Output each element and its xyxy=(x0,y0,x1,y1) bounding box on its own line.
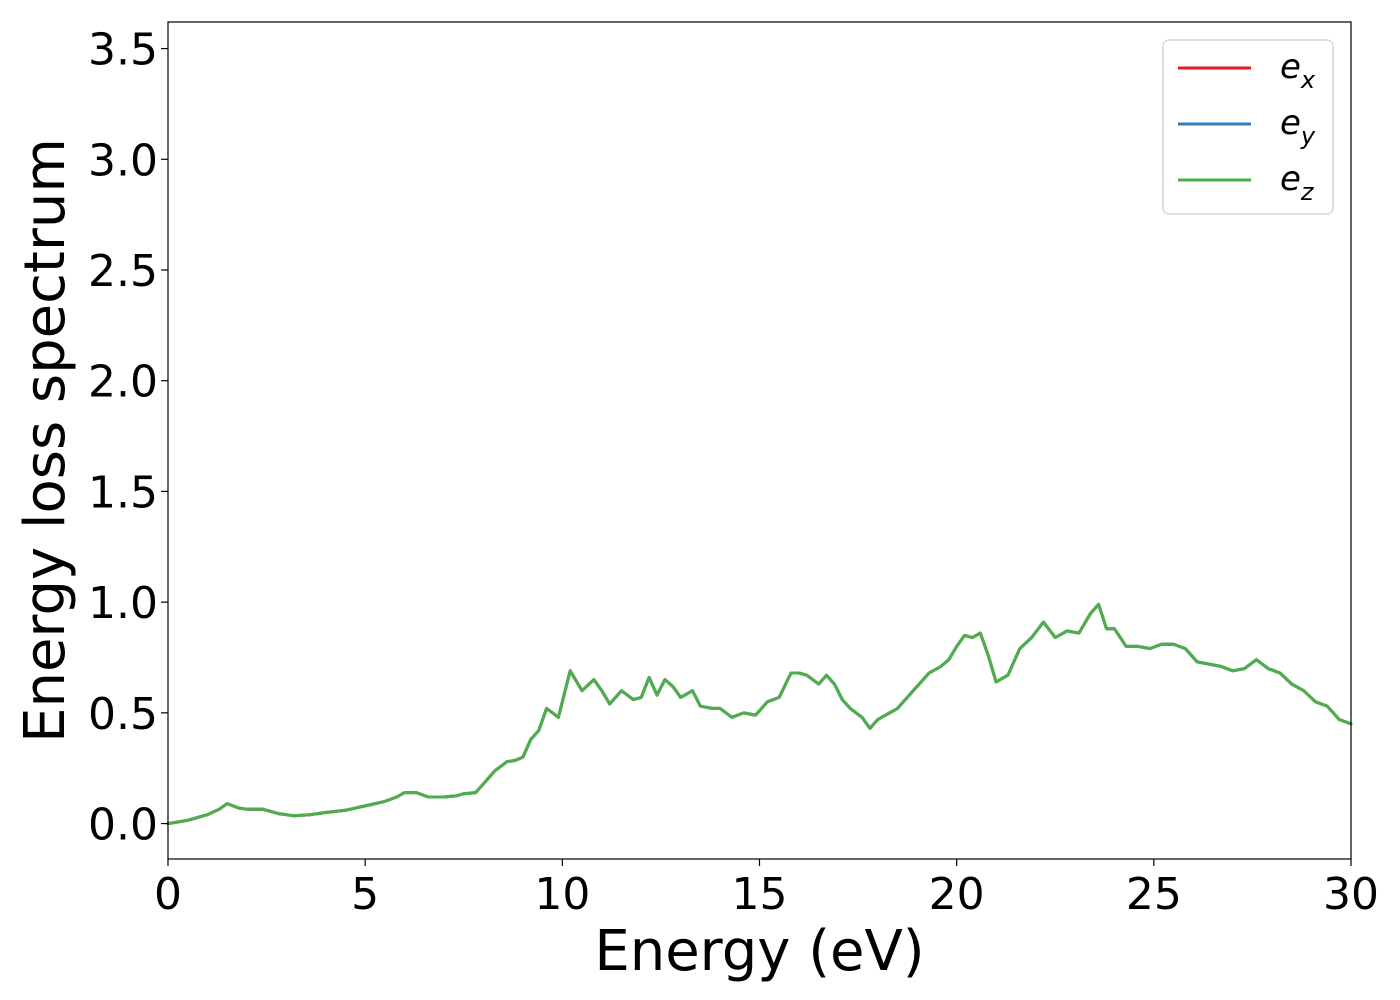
y-tick-label: 3.5 xyxy=(88,25,158,76)
legend-label-subscript: x xyxy=(1300,66,1316,94)
y-axis-ticks: 0.0 0.5 1.0 1.5 2.0 2.5 3.0 3.5 xyxy=(88,25,168,851)
x-tick-label: 15 xyxy=(732,869,788,920)
legend-label-main: e xyxy=(1280,159,1301,199)
legend-label-main: e xyxy=(1280,47,1301,87)
y-tick-label: 3.0 xyxy=(88,135,158,186)
legend-label-z: ez xyxy=(1280,159,1315,206)
legend-label-main: e xyxy=(1280,103,1301,143)
y-axis-label: Energy loss spectrum xyxy=(13,138,78,743)
x-tick-label: 5 xyxy=(351,869,379,920)
x-axis-ticks: 0 5 10 15 20 25 30 xyxy=(154,859,1379,920)
x-tick-label: 10 xyxy=(534,869,590,920)
x-tick-label: 20 xyxy=(929,869,985,920)
x-tick-label: 0 xyxy=(154,869,182,920)
series-layer xyxy=(166,602,1353,826)
y-tick-label: 1.0 xyxy=(88,578,158,629)
plot-area xyxy=(166,21,1353,860)
x-tick-label: 25 xyxy=(1126,869,1182,920)
x-axis-label: Energy (eV) xyxy=(594,919,924,984)
y-tick-label: 0.5 xyxy=(88,689,158,740)
y-tick-label: 2.0 xyxy=(88,357,158,408)
y-tick-label: 1.5 xyxy=(88,467,158,518)
legend-label-x: ex xyxy=(1280,47,1316,94)
x-tick-label: 30 xyxy=(1323,869,1379,920)
series-line-z xyxy=(166,602,1353,826)
y-tick-label: 0.0 xyxy=(88,800,158,851)
legend-label-y: ey xyxy=(1280,103,1316,150)
y-tick-label: 2.5 xyxy=(88,246,158,297)
legend-box xyxy=(1162,39,1334,215)
plot-background xyxy=(168,22,1351,859)
legend-label-subscript: z xyxy=(1300,178,1315,206)
legend-label-subscript: y xyxy=(1300,122,1316,150)
